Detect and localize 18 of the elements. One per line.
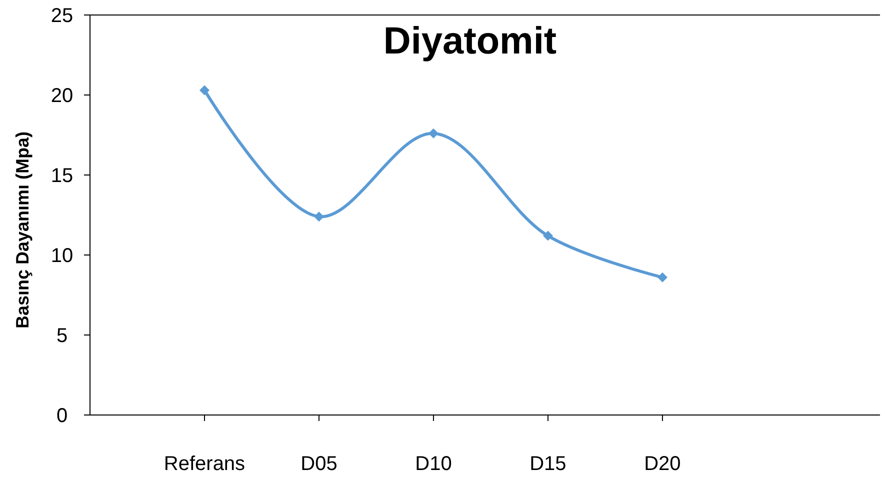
x-tick-label: Referans: [164, 453, 246, 475]
y-tick-label: 25: [50, 5, 74, 27]
point: [199, 85, 210, 96]
x-tick-label: D05: [300, 453, 338, 475]
x-tick-label: D15: [530, 453, 566, 475]
y-tick-label: 5: [56, 325, 68, 347]
point: [657, 272, 668, 282]
y-tick-label: 0: [56, 405, 68, 427]
point: [314, 212, 324, 222]
point: [428, 128, 438, 138]
point: [542, 230, 553, 241]
y-tick-label: 20: [50, 85, 74, 107]
y-axis-title: Basınç Dayanımı (Mpa): [12, 131, 32, 329]
y-tick-label: 15: [50, 165, 74, 187]
y-tick-label: 10: [50, 245, 74, 267]
x-tick-label: D10: [415, 453, 452, 475]
chart-title: Diyatomit: [383, 20, 557, 62]
x-tick-label: D20: [644, 453, 681, 475]
